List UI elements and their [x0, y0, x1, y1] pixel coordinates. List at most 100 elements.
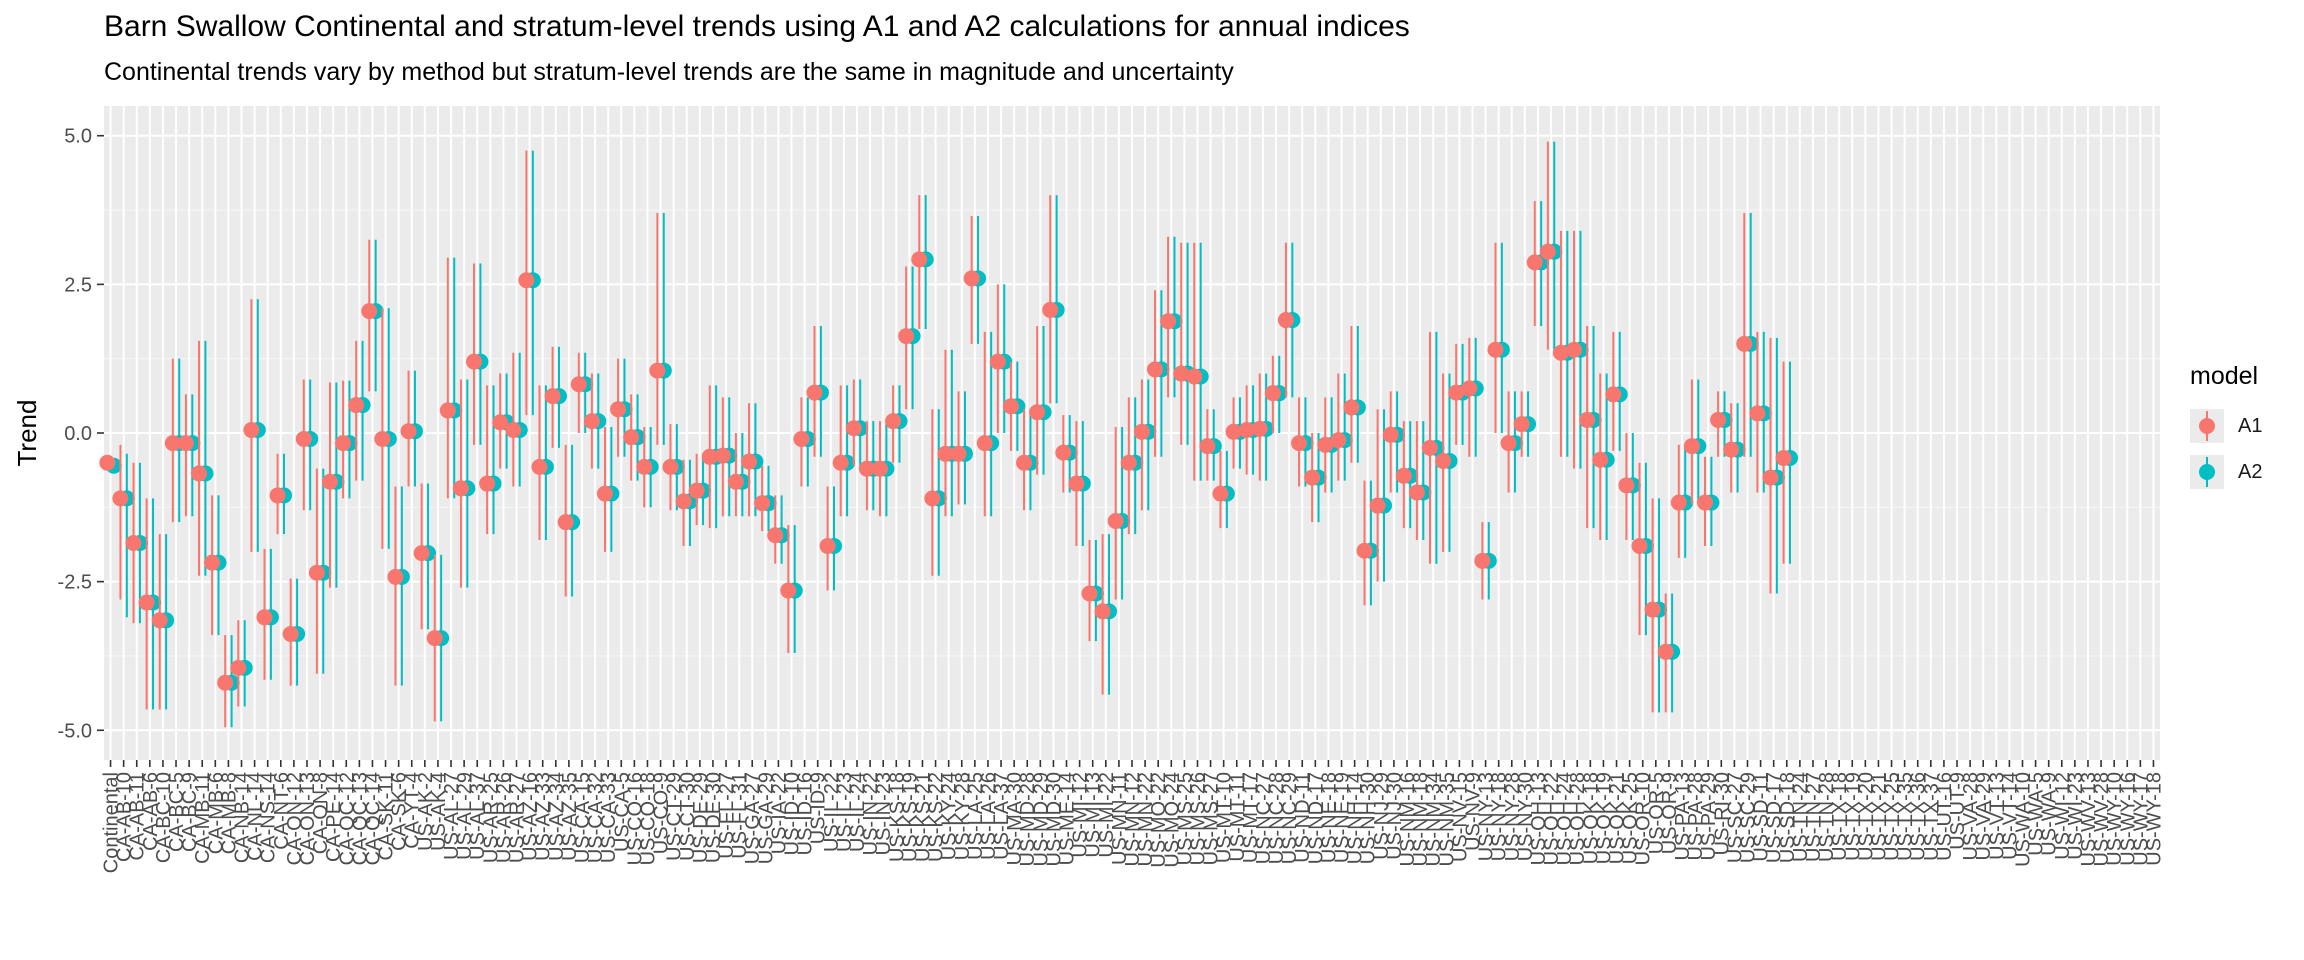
x-tick-label: US-NJ-30 [1384, 772, 1406, 860]
point-a1 [151, 612, 168, 629]
point-a1 [1055, 444, 1072, 461]
x-axis: ContinentalCA-AB-10CA-AB-11CA-AB-6CA-BC-… [101, 760, 2165, 873]
point-a1 [505, 422, 522, 439]
x-tick-label: US-AZ-35 [559, 772, 581, 861]
x-tick-label: US-WA-10 [2012, 772, 2034, 867]
x-tick-label: US-SD-17 [1764, 772, 1786, 863]
x-tick-label: US-OR-10 [1633, 772, 1655, 865]
point-a1 [845, 420, 862, 437]
point-a1 [610, 401, 627, 418]
x-tick-label: CA-AB-10 [114, 772, 136, 862]
point-a1 [217, 674, 234, 691]
point-a1 [754, 495, 771, 512]
x-tick-label: US-NV-15 [1449, 772, 1471, 862]
x-tick-label: US-TX-18 [1829, 772, 1851, 861]
point-a1 [1710, 411, 1727, 428]
x-tick-label: US-LA-26 [978, 772, 1000, 860]
point-a1 [1461, 380, 1478, 397]
x-tick-label: US-AZ-16 [520, 772, 542, 861]
x-tick-label: US-VA-29 [1973, 772, 1995, 861]
point-a1 [1160, 313, 1177, 330]
point-a1 [570, 376, 587, 393]
x-tick-label: US-WY-18 [2143, 772, 2165, 866]
point-a1 [1238, 422, 1255, 439]
x-tick-label: US-MS-27 [1201, 772, 1223, 865]
point-a1 [1016, 454, 1033, 471]
point-a1 [701, 448, 718, 465]
x-tick-label: US-AL-27 [441, 772, 463, 860]
x-tick-label: US-PA-13 [1672, 772, 1694, 861]
point-a1 [1618, 477, 1635, 494]
point-a1 [1500, 435, 1517, 452]
x-tick-label: US-CA-5 [611, 772, 633, 852]
point-a1 [963, 270, 980, 287]
x-tick-label: CA-SK-11 [376, 772, 398, 861]
point-a1 [1539, 243, 1556, 260]
point-a1 [1120, 454, 1137, 471]
x-tick-label: US-NH-14 [1345, 772, 1367, 864]
x-tick-label: Continental [101, 772, 123, 873]
x-tick-label: US-VA-28 [1960, 772, 1982, 861]
x-tick-label: US-ID-16 [795, 772, 817, 855]
x-tick-label: US-ND-11 [1292, 772, 1314, 863]
point-a1 [1264, 385, 1281, 402]
x-tick-label: CA-BC-10 [153, 772, 175, 863]
point-a1 [125, 534, 142, 551]
point-a1 [1723, 441, 1740, 458]
x-tick-label: US-WY-16 [2117, 772, 2139, 866]
legend-key-a1 [2190, 409, 2224, 443]
point-a1 [662, 458, 679, 475]
point-a1 [793, 430, 810, 447]
x-tick-label: US-SC-29 [1737, 772, 1759, 863]
point-a1 [531, 458, 548, 475]
point-a1 [1225, 423, 1242, 440]
point-a1 [767, 527, 784, 544]
point-a1 [1042, 301, 1059, 318]
point-a1 [1683, 438, 1700, 455]
point-a1 [1670, 494, 1687, 511]
x-tick-label: US-WY-10 [2104, 772, 2126, 866]
x-tick-label: CA-MB-8 [218, 772, 240, 854]
x-tick-label: CA-YT-4 [402, 772, 424, 849]
x-tick-label: US-ID-10 [782, 772, 804, 855]
chart-title: Barn Swallow Continental and stratum-lev… [104, 10, 1410, 43]
point-a1 [439, 402, 456, 419]
point-a1 [308, 564, 325, 581]
x-tick-label: US-OR-5 [1646, 772, 1668, 854]
x-tick-label: US-KS-19 [899, 772, 921, 862]
x-tick-label: US-MO-22 [1148, 772, 1170, 868]
x-tick-label: US-NY-30 [1515, 772, 1537, 861]
point-a1 [164, 435, 181, 452]
data-marks [99, 141, 1798, 728]
legend-label-a2: A2 [2238, 460, 2263, 483]
point-a1 [452, 480, 469, 497]
x-tick-label: US-OH-28 [1567, 772, 1589, 865]
point-a1 [1408, 484, 1425, 501]
point-a1 [583, 413, 600, 430]
x-tick-label: CA-BC-9 [179, 772, 201, 852]
point-a1 [466, 353, 483, 370]
point-a1 [1762, 469, 1779, 486]
x-tick-label: US-WA-5 [2026, 772, 2048, 856]
point-a1 [1552, 344, 1569, 361]
point-a1 [1592, 451, 1609, 468]
point-a1 [269, 487, 286, 504]
point-a1 [1421, 439, 1438, 456]
point-a1 [649, 362, 666, 379]
x-tick-label: US-WI-12 [2052, 772, 2074, 860]
point-a1 [871, 460, 888, 477]
x-tick-label: US-GA-27 [742, 772, 764, 864]
point-a1 [1068, 475, 1085, 492]
x-tick-label: US-FL-31 [729, 772, 751, 859]
x-tick-label: US-GA-29 [755, 772, 777, 864]
y-axis: -5.0 -2.5 0.0 2.5 5.0 [58, 126, 104, 742]
x-tick-label: CA-ON-13 [297, 772, 319, 865]
point-a1 [1002, 398, 1019, 415]
point-a1 [557, 514, 574, 531]
point-a1 [492, 414, 509, 431]
x-tick-label: US-IN-23 [873, 772, 895, 855]
x-tick-label: US-ID-9 [808, 772, 830, 844]
x-tick-label: US-NC-29 [1279, 772, 1301, 864]
x-tick-label: US-MA-30 [1004, 772, 1026, 865]
